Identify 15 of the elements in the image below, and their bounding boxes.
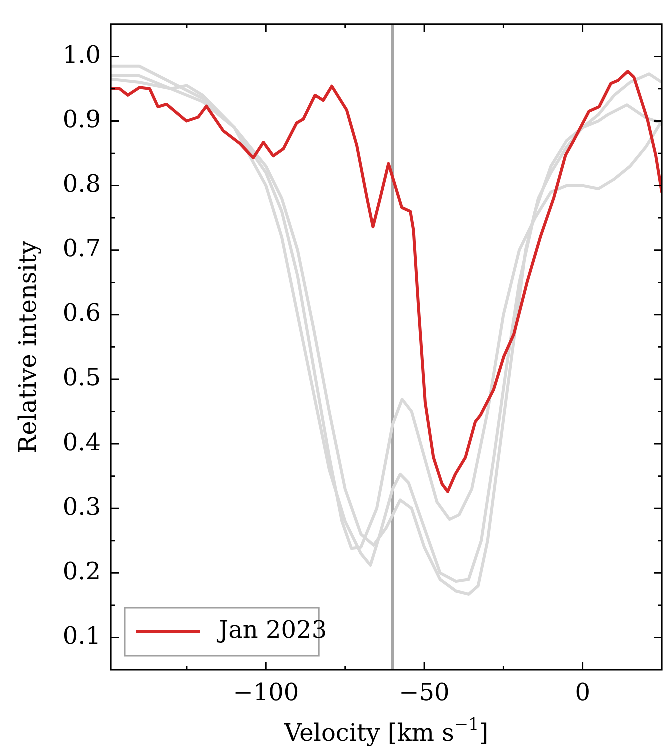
y-axis-title: Relative intensity xyxy=(14,240,42,454)
y-tick-label: 0.7 xyxy=(62,234,101,263)
y-tick-label: 0.4 xyxy=(62,428,101,456)
y-tick-label: 0.2 xyxy=(62,557,101,586)
x-tick-label: −50 xyxy=(399,678,450,707)
y-tick-label: 0.6 xyxy=(62,299,101,328)
x-tick-label: −100 xyxy=(233,678,300,707)
x-tick-label: 0 xyxy=(575,678,590,707)
y-tick-label: 0.9 xyxy=(62,105,101,134)
y-tick-label: 0.3 xyxy=(62,492,101,521)
y-tick-label: 0.1 xyxy=(62,622,101,650)
y-tick-label: 0.5 xyxy=(62,364,101,392)
y-tick-label: 1.0 xyxy=(62,40,101,69)
y-tick-label: 0.8 xyxy=(62,170,101,198)
legend-label: Jan 2023 xyxy=(216,616,328,644)
